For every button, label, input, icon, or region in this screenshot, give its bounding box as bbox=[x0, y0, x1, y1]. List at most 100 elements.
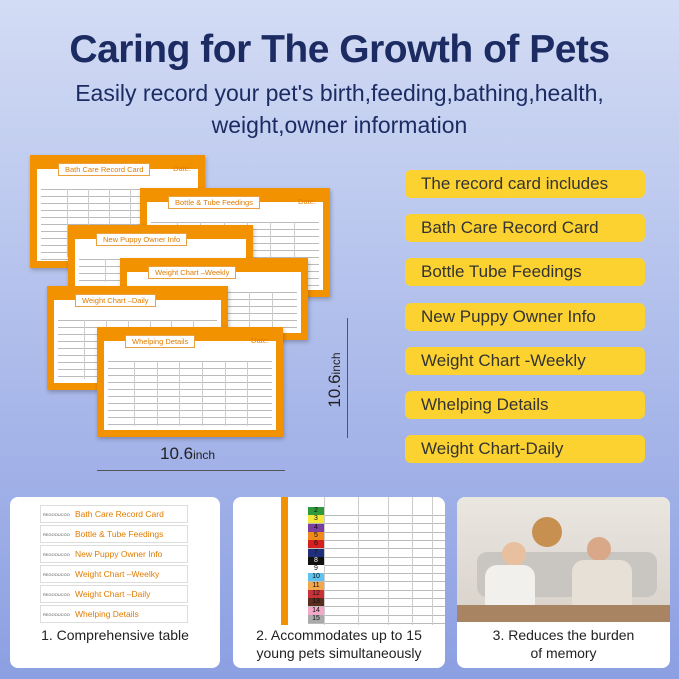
table-row bbox=[108, 410, 272, 411]
color-cell: 10 bbox=[308, 573, 324, 582]
table-col bbox=[87, 189, 89, 257]
table-col bbox=[105, 259, 106, 282]
brand: REGOOUCOO bbox=[43, 532, 70, 537]
caption: 1. Comprehensive table bbox=[41, 627, 189, 643]
table-col bbox=[293, 222, 295, 286]
table-row bbox=[308, 556, 445, 558]
card-title: Weight Chart –Weekly bbox=[148, 266, 237, 279]
caption: of memory bbox=[530, 645, 597, 661]
table-row bbox=[108, 375, 272, 376]
table-row bbox=[151, 222, 319, 223]
person bbox=[502, 542, 526, 566]
table-row bbox=[41, 189, 194, 190]
card-strip: REGOOUCOO Whelping Details bbox=[40, 605, 188, 623]
table-col bbox=[67, 189, 68, 257]
color-cell: 3 bbox=[308, 515, 324, 524]
number: 10.6 bbox=[160, 444, 194, 463]
color-cell: 7 bbox=[308, 548, 324, 557]
table-row bbox=[41, 203, 194, 204]
unit: inch bbox=[329, 352, 343, 375]
table-col bbox=[202, 361, 203, 426]
card-strips: REGOOUCOO Bath Care Record Card REGOOUCOO B… bbox=[40, 505, 188, 625]
subtitle: Easily record your pet's birth,feeding,b… bbox=[75, 80, 604, 106]
color-cell: 5 bbox=[308, 531, 324, 540]
table-col bbox=[249, 292, 250, 329]
table-col bbox=[156, 361, 158, 426]
color-table: 2 3 4 5 6 7 8 9 10 11 12 13 14 15 bbox=[281, 497, 445, 625]
table-col bbox=[247, 361, 249, 426]
table-col bbox=[108, 189, 110, 257]
table-row bbox=[58, 320, 217, 321]
strip-title: Bottle & Tube Feedings bbox=[75, 529, 164, 539]
card-strip: REGOOUCOO Weight Chart –Daily bbox=[40, 585, 188, 603]
dimension-line bbox=[347, 318, 348, 438]
color-cell: 8 bbox=[308, 556, 324, 565]
person bbox=[587, 537, 611, 561]
table-row bbox=[108, 389, 272, 390]
table-row bbox=[308, 622, 445, 624]
caption: 2. Accommodates up to 15 bbox=[256, 627, 422, 643]
table-row bbox=[108, 361, 272, 362]
table-row bbox=[108, 424, 272, 425]
card-date: Date: bbox=[298, 197, 316, 206]
table-col bbox=[388, 497, 389, 625]
table-row bbox=[308, 523, 445, 525]
brand: REGOOUCOO bbox=[43, 612, 70, 617]
table-col bbox=[412, 497, 413, 625]
table-col bbox=[432, 497, 433, 625]
height-label: 10.6inch bbox=[325, 345, 345, 415]
table-row bbox=[308, 548, 445, 550]
brand: REGOOUCOO bbox=[43, 572, 70, 577]
table-col bbox=[272, 292, 273, 329]
brand: REGOOUCOO bbox=[43, 552, 70, 557]
table-row bbox=[108, 382, 272, 383]
width-label: 10.6inch bbox=[160, 444, 215, 464]
unit: inch bbox=[193, 448, 216, 462]
photo bbox=[457, 497, 670, 622]
card-title: Bath Care Record Card bbox=[58, 163, 151, 176]
title: Caring for The Growth of Pets bbox=[69, 28, 610, 71]
panel: 3. Reduces the burden of memory bbox=[457, 497, 670, 668]
table-row bbox=[41, 217, 194, 218]
table-col bbox=[134, 361, 135, 426]
table-row bbox=[308, 606, 445, 608]
card-title: Whelping Details bbox=[125, 335, 196, 348]
panel: 2 3 4 5 6 7 8 9 10 11 12 13 14 15 2. Accommodates up … bbox=[233, 497, 445, 668]
card-strip: REGOOUCOO Weight Chart –Weelky bbox=[40, 565, 188, 583]
feature-pill: The record card includes bbox=[405, 170, 645, 198]
card-body bbox=[104, 341, 276, 430]
feature-pill: Bath Care Record Card bbox=[405, 214, 645, 243]
dimension-line bbox=[97, 470, 285, 471]
floor bbox=[457, 605, 670, 622]
table-row bbox=[308, 589, 445, 591]
table-col bbox=[270, 222, 272, 286]
dog bbox=[532, 517, 562, 547]
table-row bbox=[308, 581, 445, 583]
caption: young pets simultaneously bbox=[256, 645, 422, 661]
strip-title: Weight Chart –Weelky bbox=[75, 569, 160, 579]
table-col bbox=[358, 497, 359, 625]
strip-title: Bath Care Record Card bbox=[75, 509, 164, 519]
table-col bbox=[129, 189, 131, 257]
table-row bbox=[308, 573, 445, 575]
color-cell: 12 bbox=[308, 590, 324, 598]
subtitle: weight,owner information bbox=[211, 112, 468, 138]
table-col bbox=[324, 497, 325, 625]
table-row bbox=[108, 396, 272, 397]
table-row bbox=[108, 368, 272, 369]
table-row bbox=[308, 539, 445, 541]
strip-title: Whelping Details bbox=[75, 609, 139, 619]
feature-pill: Bottle Tube Feedings bbox=[405, 258, 645, 287]
color-cell: 6 bbox=[308, 540, 324, 549]
strip-title: Weight Chart –Daily bbox=[75, 589, 151, 599]
table-col bbox=[179, 361, 181, 426]
table-row bbox=[308, 515, 445, 516]
feature-pill: Whelping Details bbox=[405, 391, 645, 419]
card-title: Bottle & Tube Feedings bbox=[168, 196, 260, 209]
color-cell: 14 bbox=[308, 606, 324, 615]
card-title: New Puppy Owner Info bbox=[96, 233, 188, 246]
panel: REGOOUCOO Bath Care Record Card REGOOUCOO B… bbox=[10, 497, 220, 668]
color-cell: 2 bbox=[308, 507, 324, 515]
table-row bbox=[41, 210, 194, 211]
